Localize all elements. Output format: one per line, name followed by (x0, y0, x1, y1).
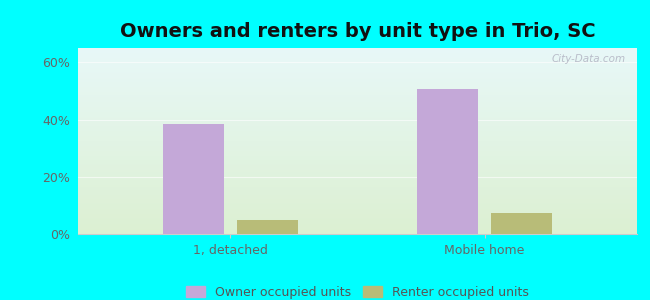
Text: City-Data.com: City-Data.com (552, 54, 626, 64)
Bar (237, 220, 298, 234)
Bar (491, 212, 552, 234)
Bar (417, 89, 478, 234)
Legend: Owner occupied units, Renter occupied units: Owner occupied units, Renter occupied un… (181, 281, 534, 300)
Bar (163, 124, 224, 234)
Title: Owners and renters by unit type in Trio, SC: Owners and renters by unit type in Trio,… (120, 22, 595, 41)
